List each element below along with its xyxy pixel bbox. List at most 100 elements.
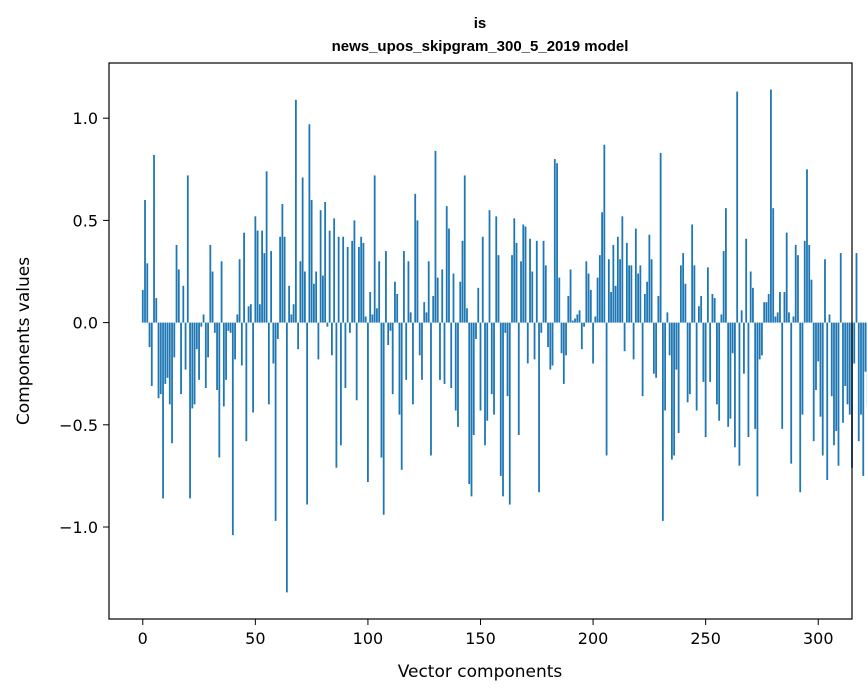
bar-component-155 <box>490 322 493 395</box>
bar-component-23 <box>193 322 196 405</box>
bar-component-262 <box>731 322 734 354</box>
y-axis-label: Components values <box>14 257 34 425</box>
bar-component-159 <box>499 322 502 476</box>
bar-component-267 <box>743 322 745 374</box>
y-tick-label: −1.0 <box>59 518 98 537</box>
bar-component-189 <box>567 296 570 323</box>
bar-component-172 <box>529 238 531 323</box>
bar-component-204 <box>601 212 603 323</box>
bar-component-20 <box>186 175 189 323</box>
bar-component-98 <box>362 242 365 323</box>
bar-component-110 <box>389 322 392 331</box>
bar-component-282 <box>776 312 779 323</box>
bar-component-310 <box>839 253 842 323</box>
bar-component-321 <box>864 322 867 372</box>
bar-component-21 <box>189 322 191 499</box>
bar-component-165 <box>513 218 516 323</box>
bar-component-6 <box>155 298 158 323</box>
bar-component-260 <box>727 322 730 427</box>
bar-component-81 <box>324 202 327 323</box>
bar-component-72 <box>303 271 306 323</box>
bar-component-210 <box>614 285 617 323</box>
bar-component-270 <box>749 271 752 323</box>
bar-component-254 <box>713 298 716 323</box>
bar-component-3 <box>148 322 151 348</box>
bar-component-222 <box>641 322 644 397</box>
bar-component-199 <box>589 289 592 323</box>
bar-component-37 <box>225 322 227 380</box>
bar-component-63 <box>283 236 286 323</box>
bar-component-38 <box>227 322 230 331</box>
bar-component-92 <box>349 322 351 333</box>
bar-component-318 <box>857 322 860 442</box>
bar-component-166 <box>515 242 518 323</box>
bar-component-161 <box>504 322 507 333</box>
bar-component-203 <box>598 255 601 323</box>
bar-component-205 <box>603 144 606 323</box>
bar-component-83 <box>328 230 331 323</box>
bar-component-239 <box>679 265 682 323</box>
x-tick-label: 300 <box>803 629 834 648</box>
bar-component-215 <box>625 242 628 323</box>
bar-component-214 <box>623 322 626 352</box>
bar-component-118 <box>407 261 410 323</box>
bar-component-179 <box>544 265 547 323</box>
bar-component-99 <box>364 316 367 323</box>
bar-component-13 <box>171 322 173 444</box>
bar-component-246 <box>695 322 698 411</box>
x-tick-label: 100 <box>353 629 384 648</box>
bar-component-280 <box>772 208 775 323</box>
bar-component-43 <box>238 259 241 323</box>
bar-component-127 <box>427 261 430 323</box>
bar-component-76 <box>312 283 315 323</box>
bar-component-1 <box>144 199 146 323</box>
x-axis-label: Vector components <box>398 662 563 682</box>
bar-component-117 <box>405 322 408 380</box>
bar-component-277 <box>765 302 768 323</box>
bar-component-259 <box>725 208 727 323</box>
bar-component-102 <box>371 314 374 323</box>
bar-component-149 <box>477 287 480 323</box>
bar-component-112 <box>394 281 396 323</box>
bar-component-45 <box>243 232 245 323</box>
bar-component-88 <box>340 322 342 446</box>
bar-component-233 <box>666 312 669 323</box>
bar-component-36 <box>222 322 225 407</box>
bar-component-279 <box>770 89 772 323</box>
bar-component-173 <box>531 271 534 323</box>
bar-component-111 <box>391 322 394 395</box>
bar-component-142 <box>461 240 464 323</box>
bar-component-300 <box>817 322 820 362</box>
bar-component-188 <box>565 322 567 356</box>
bar-component-50 <box>254 216 257 323</box>
bar-component-169 <box>522 224 525 323</box>
bar-component-168 <box>520 261 522 323</box>
bar-component-140 <box>457 322 459 427</box>
bar-component-200 <box>592 322 594 364</box>
bar-component-2 <box>146 263 149 323</box>
bar-component-289 <box>792 316 795 323</box>
bar-component-91 <box>346 246 349 323</box>
bar-component-28 <box>204 322 207 389</box>
bar-component-220 <box>637 273 640 323</box>
bar-component-319 <box>860 322 862 415</box>
bar-component-197 <box>585 261 588 323</box>
bar-component-146 <box>470 322 473 497</box>
bar-component-131 <box>436 277 439 323</box>
bars-group <box>141 89 867 593</box>
bar-component-286 <box>785 232 788 323</box>
bar-component-137 <box>450 322 453 389</box>
bar-component-252 <box>709 322 712 382</box>
bar-component-104 <box>376 308 378 323</box>
bar-component-240 <box>682 253 685 323</box>
bar-component-297 <box>810 279 813 323</box>
bar-component-49 <box>252 322 254 413</box>
bar-component-269 <box>747 322 750 438</box>
bar-component-303 <box>824 259 826 323</box>
bar-component-135 <box>445 206 448 323</box>
bar-component-180 <box>547 322 549 348</box>
bar-component-242 <box>686 322 689 403</box>
bar-component-9 <box>162 322 164 499</box>
bar-component-290 <box>794 244 797 323</box>
bar-component-93 <box>351 240 354 323</box>
